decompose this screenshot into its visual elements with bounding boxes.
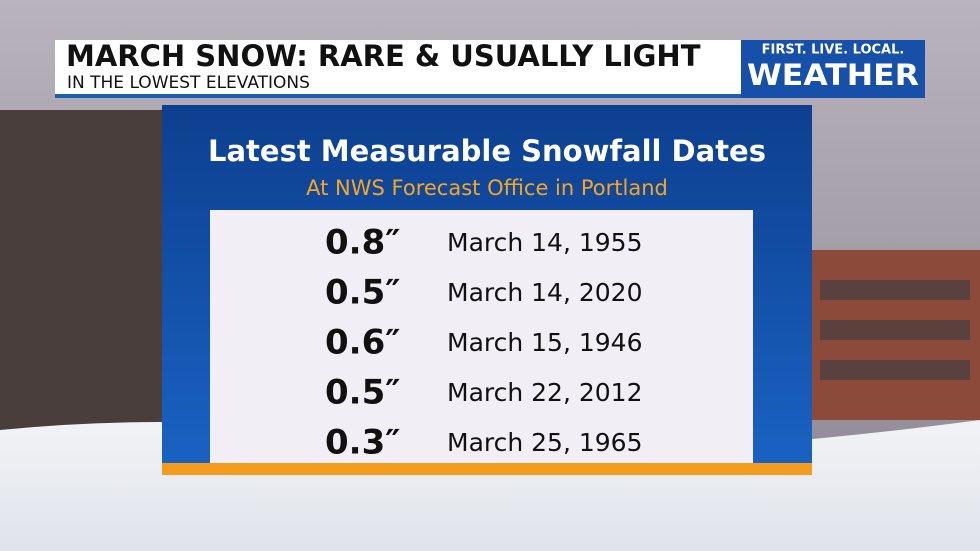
header: MARCH SNOW: RARE & USUALLY LIGHT IN THE … bbox=[55, 39, 741, 98]
logo-tagline: FIRST. LIVE. LOCAL. bbox=[762, 43, 905, 58]
table-box bbox=[210, 210, 753, 463]
snow-date: March 22, 2012 bbox=[447, 378, 642, 407]
header-subtitle: IN THE LOWEST ELEVATIONS bbox=[67, 73, 310, 93]
logo: FIRST. LIVE. LOCAL. WEATHER bbox=[741, 40, 925, 98]
snow-date: March 25, 1965 bbox=[447, 428, 642, 457]
snow-amount: 0.3″ bbox=[325, 423, 400, 463]
table: 0.8″ March 14, 1955 0.5″ March 14, 2020 0.6″… bbox=[325, 223, 642, 463]
header-title: MARCH SNOW: RARE & USUALLY LIGHT bbox=[66, 39, 701, 73]
snow-amount: 0.6″ bbox=[325, 323, 400, 363]
panel: Latest Measurable Snowfall Dates At NWS … bbox=[162, 105, 812, 475]
snow-amount: 0.5″ bbox=[325, 373, 400, 413]
snow-amount: 0.8″ bbox=[325, 223, 400, 263]
panel-subtitle: At NWS Forecast Office in Portland bbox=[306, 176, 668, 200]
snow-date: March 14, 2020 bbox=[447, 278, 642, 307]
logo-name: WEATHER bbox=[747, 58, 919, 92]
snow-date: March 15, 1946 bbox=[447, 328, 642, 357]
panel-title: Latest Measurable Snowfall Dates bbox=[208, 134, 766, 168]
snow-date: March 14, 1955 bbox=[447, 228, 642, 257]
snow-amount: 0.5″ bbox=[325, 273, 400, 313]
